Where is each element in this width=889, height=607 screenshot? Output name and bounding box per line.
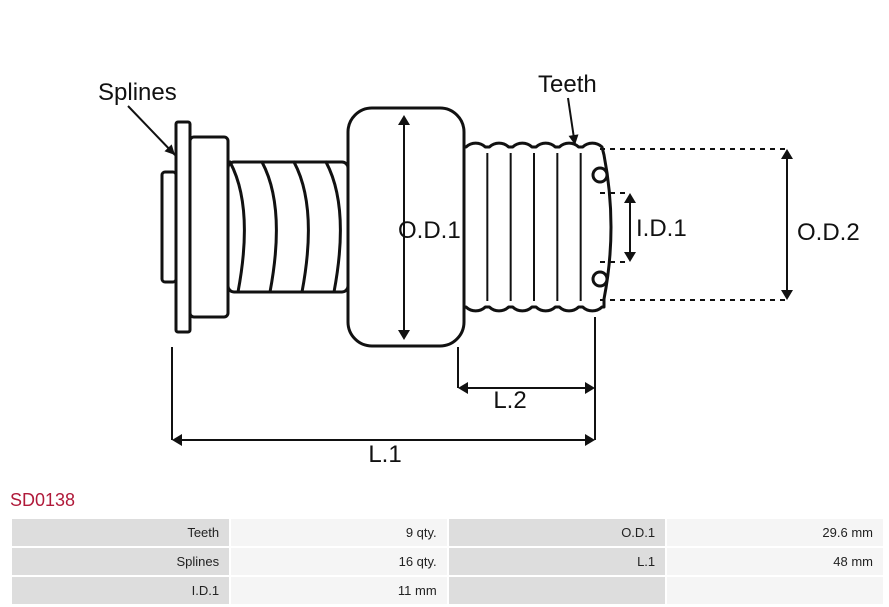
svg-text:I.D.1: I.D.1 <box>636 215 687 242</box>
spec-key: L.1 <box>449 548 665 575</box>
table-row: Teeth9 qty.O.D.129.6 mm <box>12 519 883 546</box>
table-row: Splines16 qty.L.148 mm <box>12 548 883 575</box>
svg-text:L.1: L.1 <box>368 441 401 468</box>
part-number-title: SD0138 <box>10 490 889 511</box>
spec-key: Teeth <box>12 519 229 546</box>
spec-value: 11 mm <box>231 577 447 604</box>
spec-key: Splines <box>12 548 229 575</box>
spec-table: Teeth9 qty.O.D.129.6 mmSplines16 qty.L.1… <box>10 517 885 606</box>
spec-value: 29.6 mm <box>667 519 883 546</box>
spec-value: 48 mm <box>667 548 883 575</box>
svg-text:L.2: L.2 <box>493 387 526 414</box>
diagram-svg: O.D.1 O.D.2 I.D.1 L.1 L.2 Splines Teeth <box>0 0 889 490</box>
spec-key: I.D.1 <box>12 577 229 604</box>
svg-text:Teeth: Teeth <box>538 71 597 98</box>
dimension-diagram: O.D.1 O.D.2 I.D.1 L.1 L.2 Splines Teeth <box>0 0 889 490</box>
svg-text:Splines: Splines <box>98 79 177 106</box>
spec-value <box>667 577 883 604</box>
table-row: I.D.111 mm <box>12 577 883 604</box>
svg-text:O.D.2: O.D.2 <box>797 219 860 246</box>
spec-key: O.D.1 <box>449 519 665 546</box>
spec-value: 16 qty. <box>231 548 447 575</box>
spec-key <box>449 577 665 604</box>
spec-value: 9 qty. <box>231 519 447 546</box>
svg-text:O.D.1: O.D.1 <box>398 217 461 244</box>
